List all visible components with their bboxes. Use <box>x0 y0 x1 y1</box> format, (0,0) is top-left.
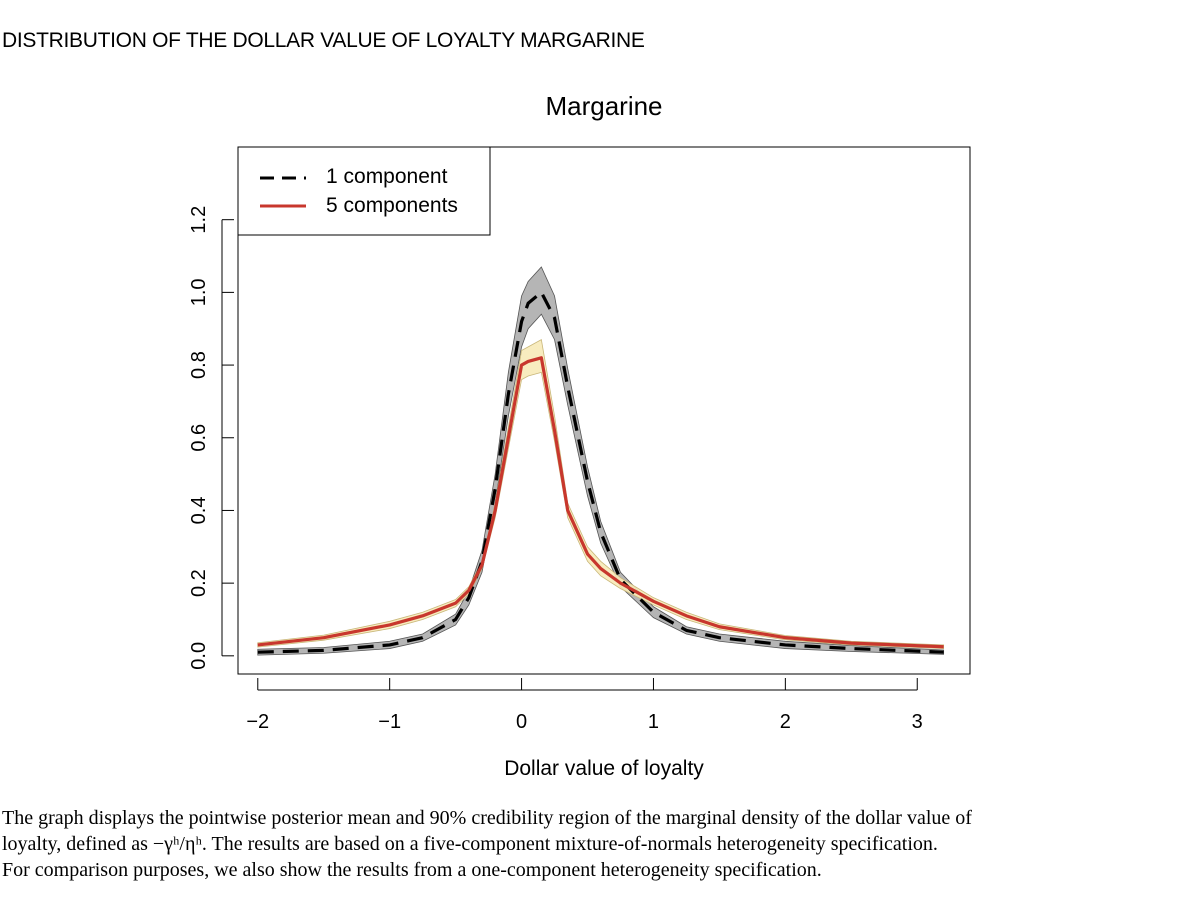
caption-line-3: For comparison purposes, we also show th… <box>2 859 822 881</box>
y-tick-label: 0.4 <box>188 497 210 525</box>
credibility-band-5-components <box>257 339 945 649</box>
x-tick-label: −2 <box>246 711 269 733</box>
legend: 1 component 5 components <box>237 146 491 236</box>
x-tick-label: 2 <box>780 711 791 733</box>
density-chart: Margarine −2 −1 0 1 2 3 0.0 0.2 0.4 0.6 0.8 1.0 1.2… <box>188 91 971 780</box>
credibility-band-1-component <box>257 266 945 656</box>
series-line-5-components <box>257 356 944 649</box>
legend-label-5-components: 5 components <box>326 194 458 217</box>
y-tick-label: 0.0 <box>188 642 210 670</box>
y-tick-label: 0.6 <box>188 424 210 452</box>
y-tick-label: 0.2 <box>188 569 210 597</box>
x-tick-label: 3 <box>912 711 923 733</box>
series-line-1-component <box>257 290 944 654</box>
x-tick-label: −1 <box>378 711 401 733</box>
legend-label-1-component: 1 component <box>326 165 448 188</box>
y-axis: 0.0 0.2 0.4 0.6 0.8 1.0 1.2 <box>188 206 234 670</box>
chart-title: Margarine <box>545 91 662 121</box>
figure-caption: The graph displays the pointwise posteri… <box>2 805 1174 883</box>
x-axis-label: Dollar value of loyalty <box>504 757 704 780</box>
figure-heading: DISTRIBUTION OF THE DOLLAR VALUE OF LOYA… <box>2 29 645 52</box>
y-tick-label: 0.8 <box>188 351 210 379</box>
legend-box <box>237 146 491 236</box>
caption-line-1: The graph displays the pointwise posteri… <box>2 807 972 829</box>
x-tick-label: 0 <box>516 711 527 733</box>
caption-line-2: loyalty, defined as −γʰ/ηʰ. The results … <box>2 833 938 855</box>
y-tick-label: 1.2 <box>188 206 210 234</box>
x-tick-label: 1 <box>648 711 659 733</box>
y-tick-label: 1.0 <box>188 278 210 306</box>
x-axis: −2 −1 0 1 2 3 <box>246 678 923 733</box>
plot-frame <box>237 146 971 675</box>
